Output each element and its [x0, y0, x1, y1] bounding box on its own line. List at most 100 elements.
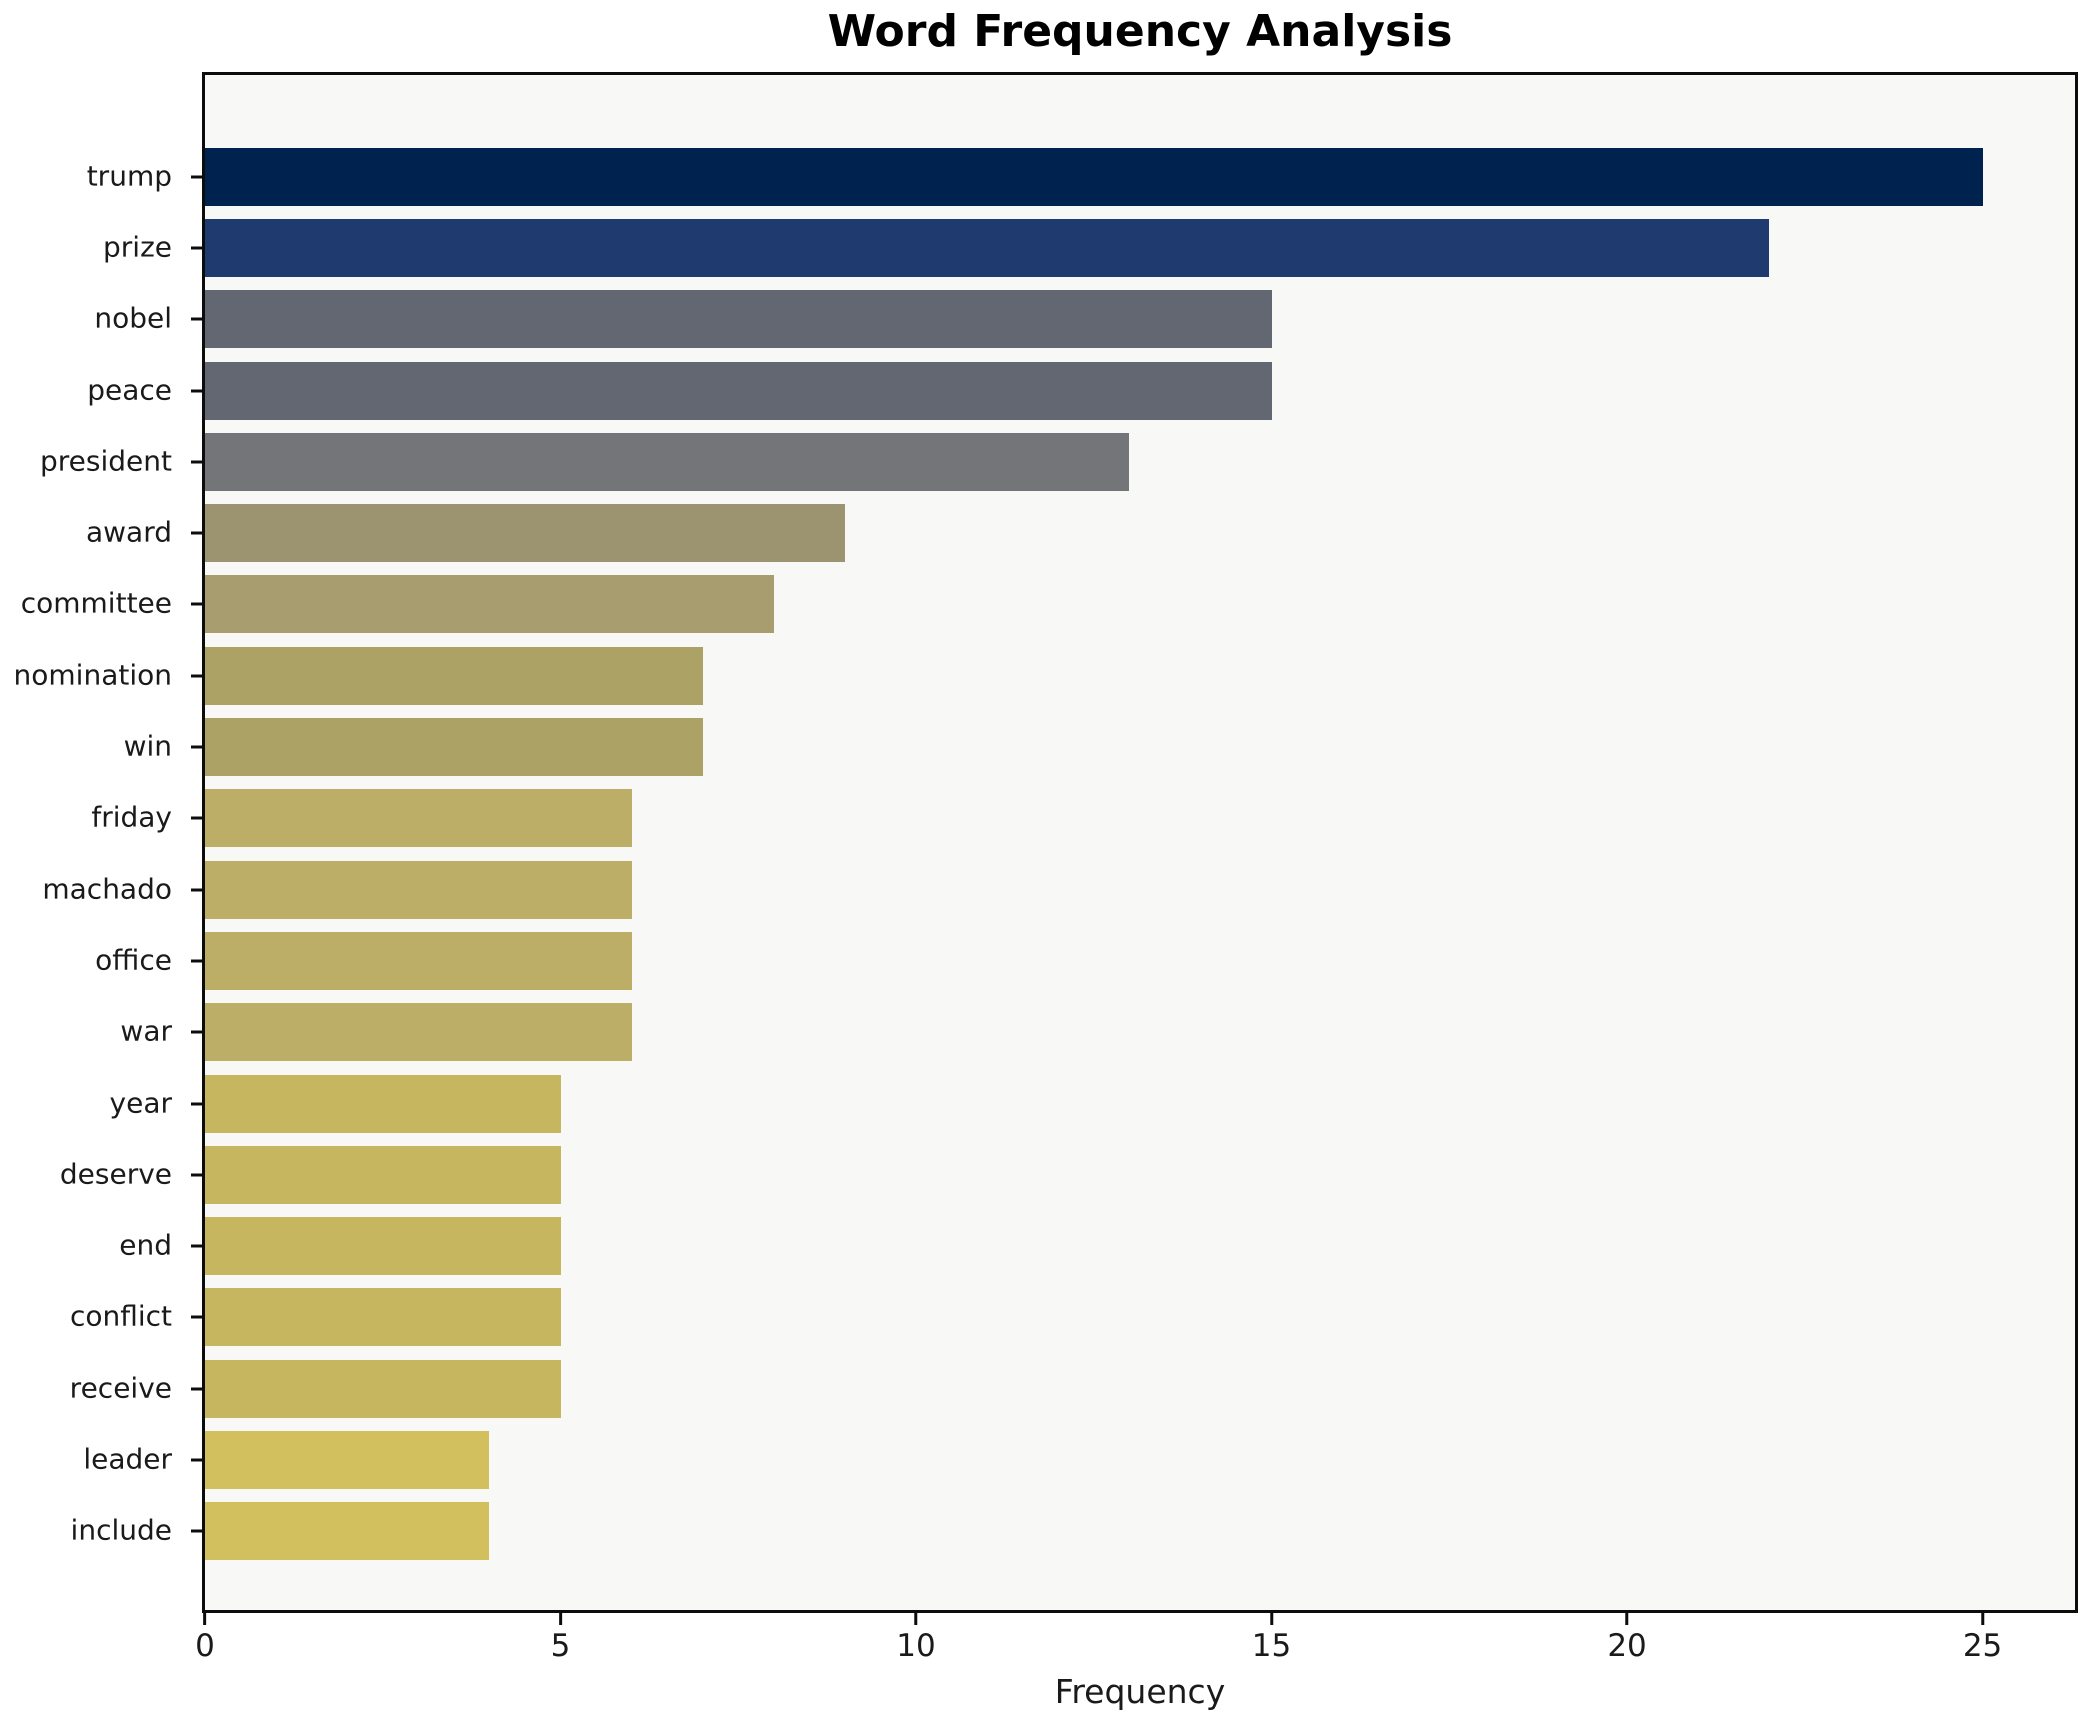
bar-deserve [205, 1145, 561, 1204]
y-tick-mark [191, 1102, 202, 1105]
y-tick-label-prize: prize [103, 230, 172, 264]
y-tick-mark [191, 602, 202, 606]
y-tick-label-trump: trump [86, 159, 172, 193]
x-tick-mark [1981, 1613, 1985, 1625]
bar-committee [205, 575, 774, 634]
y-tick-label-office: office [95, 943, 172, 977]
y-tick-label-war: war [120, 1014, 172, 1048]
bar-peace [205, 361, 1272, 420]
y-tick-label-peace: peace [87, 372, 172, 406]
x-tick-label: 25 [1962, 1628, 2003, 1664]
bars-container: trump prize nobel peace president award commit… [14, 141, 2075, 1567]
bar-row-friday: friday [91, 783, 2075, 854]
bar-receive [205, 1359, 561, 1418]
y-tick-mark [191, 1315, 202, 1319]
bar-row-president: president [40, 426, 2075, 497]
y-tick-mark [191, 1173, 202, 1177]
x-tick-label: 5 [550, 1628, 571, 1664]
y-tick-label-include: include [70, 1513, 172, 1547]
x-tick-20: 20 [1607, 1613, 1647, 1664]
x-tick-25: 25 [1963, 1613, 2002, 1662]
x-tick-15: 15 [1252, 1613, 1291, 1662]
x-tick-label: 10 [896, 1628, 936, 1664]
y-tick-mark [191, 460, 202, 464]
bar-include [205, 1502, 490, 1561]
bar-award [205, 504, 845, 563]
bar-trump [205, 147, 1983, 206]
bar-row-peace: peace [87, 355, 2075, 426]
bar-row-leader: leader [83, 1424, 2075, 1495]
bar-conflict [205, 1288, 561, 1347]
bar-nobel [205, 290, 1272, 349]
bar-war [205, 1003, 632, 1062]
plot-area: trump prize nobel peace president award commit… [14, 72, 2078, 1613]
y-tick-mark [191, 317, 202, 321]
bar-row-award: award [86, 497, 2075, 568]
bar-row-receive: receive [70, 1353, 2075, 1424]
y-tick-label-win: win [123, 729, 172, 763]
y-tick-label-deserve: deserve [59, 1157, 172, 1191]
y-tick-mark [191, 1244, 202, 1248]
y-tick-mark [191, 1458, 202, 1462]
bar-win [205, 718, 703, 777]
x-tick-5: 5 [550, 1613, 571, 1664]
bar-year [205, 1074, 561, 1133]
x-tick-10: 10 [896, 1613, 936, 1664]
y-tick-mark [191, 1529, 202, 1533]
bar-prize [205, 218, 1770, 277]
y-tick-label-machado: machado [42, 872, 172, 906]
y-tick-mark [191, 246, 202, 250]
x-axis: 0 5 10 15 20 25 [195, 1613, 2075, 1673]
bar-row-year: year [110, 1068, 2075, 1139]
y-tick-label-leader: leader [83, 1442, 172, 1476]
y-tick-label-nobel: nobel [94, 301, 172, 335]
bar-row-deserve: deserve [60, 1139, 2075, 1210]
x-axis-label: Frequency [1054, 1672, 1226, 1711]
x-tick-label: 0 [195, 1628, 215, 1664]
bar-row-nomination: nomination [14, 640, 2075, 711]
x-tick-mark [558, 1613, 562, 1625]
x-tick-label: 20 [1607, 1628, 1647, 1664]
x-tick-mark [203, 1613, 207, 1625]
bar-row-nobel: nobel [94, 284, 2075, 355]
bar-row-end: end [119, 1210, 2075, 1281]
y-tick-mark [191, 674, 202, 678]
bar-row-win: win [124, 711, 2075, 782]
bar-row-machado: machado [42, 854, 2075, 925]
bar-president [205, 432, 1130, 491]
x-tick-label: 15 [1251, 1628, 1292, 1664]
y-tick-mark [191, 531, 202, 535]
y-tick-mark [191, 1030, 202, 1034]
y-tick-label-president: president [40, 444, 172, 478]
y-tick-mark [191, 888, 202, 892]
y-tick-label-nomination: nomination [13, 658, 172, 692]
bar-row-office: office [95, 925, 2075, 996]
y-tick-label-conflict: conflict [69, 1299, 172, 1333]
bar-row-trump: trump [87, 141, 2075, 212]
y-tick-label-end: end [119, 1228, 172, 1262]
bar-friday [205, 789, 632, 848]
x-tick-mark [1625, 1613, 1629, 1625]
y-tick-label-year: year [109, 1085, 172, 1119]
bar-row-include: include [71, 1496, 2075, 1567]
y-tick-label-friday: friday [91, 800, 172, 834]
x-tick-mark [914, 1613, 918, 1625]
y-tick-mark [191, 389, 202, 393]
bar-row-prize: prize [103, 212, 2075, 283]
bar-row-committee: committee [21, 569, 2075, 640]
bar-row-war: war [120, 997, 2075, 1068]
bar-leader [205, 1430, 490, 1489]
bar-nomination [205, 646, 703, 705]
y-tick-label-committee: committee [20, 586, 172, 620]
y-tick-label-award: award [85, 515, 172, 549]
x-tick-mark [1270, 1613, 1274, 1625]
bar-row-conflict: conflict [70, 1282, 2075, 1353]
y-tick-mark [191, 745, 202, 749]
y-tick-mark [191, 1387, 202, 1391]
x-tick-0: 0 [195, 1613, 215, 1662]
y-tick-label-receive: receive [69, 1371, 172, 1405]
y-tick-mark [191, 175, 202, 179]
bar-machado [205, 860, 632, 919]
y-tick-mark [191, 959, 202, 963]
